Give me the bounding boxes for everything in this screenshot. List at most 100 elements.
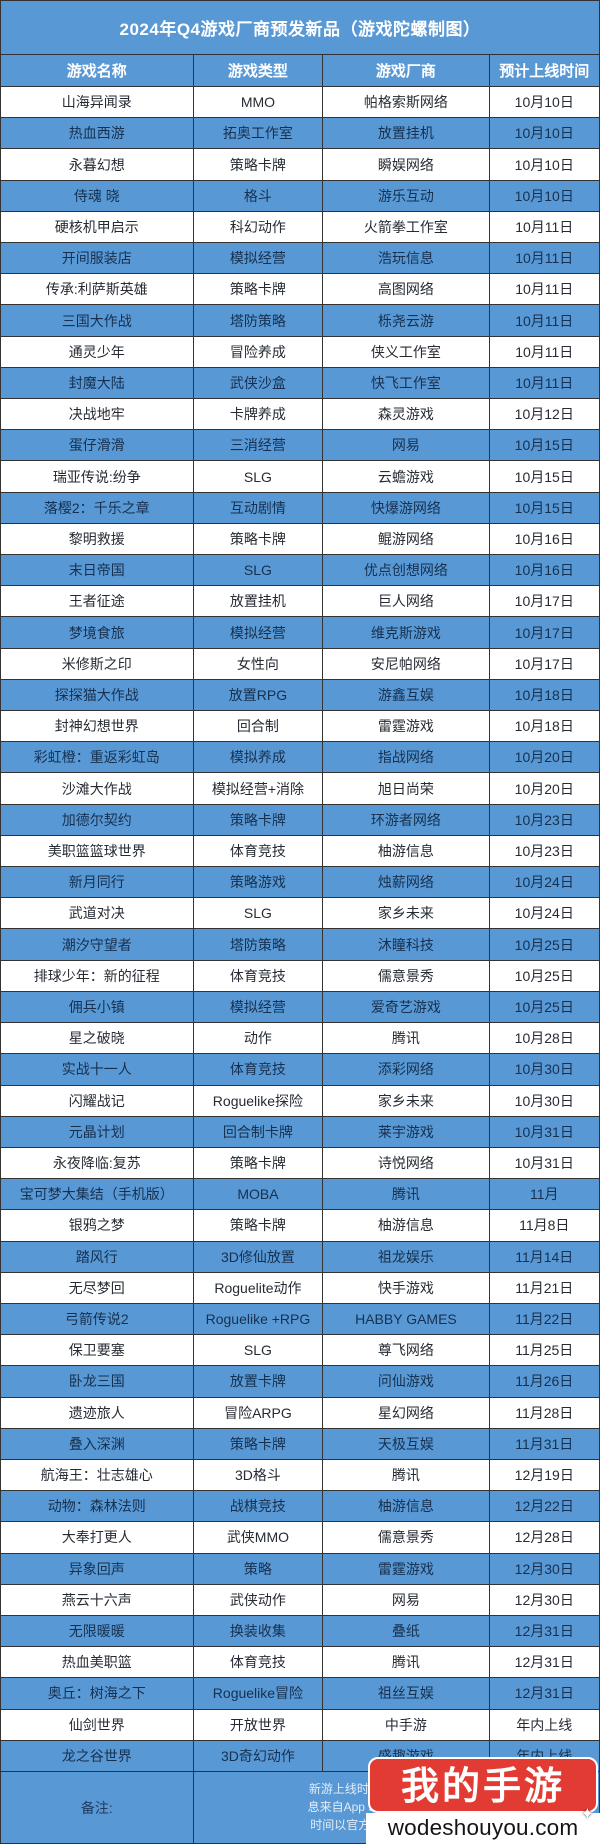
release-date-cell: 10月25日 bbox=[514, 998, 574, 1015]
game-type-cell: 战棋竞技 bbox=[194, 1491, 324, 1522]
game-type-cell: Roguelike冒险 bbox=[194, 1678, 324, 1709]
game-type-cell: 策略卡牌 bbox=[194, 804, 324, 835]
table-row: 永夜降临:复苏 策略卡牌 诗悦网络 10月31日 bbox=[1, 1147, 599, 1180]
release-date-cell: 10月15日 bbox=[514, 468, 574, 485]
game-type-cell: 女性向 bbox=[194, 648, 324, 679]
release-date-cell: 12月30日 bbox=[514, 1560, 574, 1577]
publisher-cell: 诗悦网络 bbox=[323, 1147, 490, 1179]
game-type-cell: 放置RPG bbox=[194, 679, 324, 711]
table-row: 星之破晓 动作 腾讯 10月28日 bbox=[1, 1023, 599, 1055]
table-row: 黎明救援 策略卡牌 鲲游网络 10月16日 bbox=[1, 523, 599, 556]
table-row: 永暮幻想 策略卡牌 瞬娱网络 10月10日 bbox=[1, 149, 599, 181]
publisher-cell: 快飞工作室 bbox=[323, 367, 490, 399]
game-type-cell: 模拟经营 bbox=[194, 617, 324, 648]
game-type-cell: 卡牌养成 bbox=[194, 399, 324, 430]
game-name-cell: 实战十一人 bbox=[1, 1054, 194, 1085]
publisher-cell: 柚游信息 bbox=[323, 1491, 490, 1522]
game-name-cell: 无限暖暖 bbox=[1, 1615, 194, 1647]
publisher-cell: 快手游戏 bbox=[323, 1272, 490, 1303]
game-name-cell: 王者征途 bbox=[1, 586, 194, 617]
site-watermark: 我的手游 ✦ wodeshouyou.com bbox=[366, 1757, 600, 1844]
publisher-cell: 指战网络 bbox=[323, 742, 490, 773]
game-name-cell: 永暮幻想 bbox=[1, 149, 194, 180]
game-name-cell: 燕云十六声 bbox=[1, 1584, 194, 1615]
game-name-cell: 米修斯之印 bbox=[1, 648, 194, 679]
header-release-date: 预计上线时间 bbox=[499, 63, 590, 80]
game-name-cell: 开间服装店 bbox=[1, 243, 194, 274]
game-name-cell: 永夜降临:复苏 bbox=[1, 1147, 194, 1179]
release-date-cell: 10月10日 bbox=[514, 187, 574, 204]
table-row: 实战十一人 体育竞技 添彩网络 10月30日 bbox=[1, 1054, 599, 1086]
table-row: 热血美职篮 体育竞技 腾讯 12月31日 bbox=[1, 1647, 599, 1679]
game-type-cell: SLG bbox=[194, 898, 324, 929]
game-name-cell: 无尽梦回 bbox=[1, 1272, 194, 1303]
release-date-cell: 10月20日 bbox=[514, 749, 574, 766]
table-row: 米修斯之印 女性向 安尼帕网络 10月17日 bbox=[1, 648, 599, 680]
release-date-cell: 10月25日 bbox=[514, 936, 574, 953]
game-type-cell: 模拟经营+消除 bbox=[194, 773, 324, 804]
table-row: 通灵少年 冒险养成 侠义工作室 10月11日 bbox=[1, 336, 599, 368]
publisher-cell: 火箭拳工作室 bbox=[323, 211, 490, 243]
publisher-cell: 腾讯 bbox=[323, 1023, 490, 1054]
publisher-cell: 祖丝互娱 bbox=[323, 1678, 490, 1709]
release-date-cell: 10月23日 bbox=[514, 811, 574, 828]
game-type-cell: Roguelike +RPG bbox=[194, 1303, 324, 1335]
game-type-cell: 策略 bbox=[194, 1553, 324, 1584]
table-row: 美职篮篮球世界 体育竞技 柚游信息 10月23日 bbox=[1, 835, 599, 868]
game-name-cell: 通灵少年 bbox=[1, 336, 194, 367]
release-date-cell: 10月11日 bbox=[515, 312, 574, 329]
game-type-cell: 策略卡牌 bbox=[194, 149, 324, 180]
publisher-cell: 腾讯 bbox=[323, 1647, 490, 1678]
publisher-cell: 问仙游戏 bbox=[323, 1366, 490, 1397]
publisher-cell: 爱奇艺游戏 bbox=[323, 991, 490, 1023]
game-type-cell: 格斗 bbox=[194, 180, 324, 211]
release-date-cell: 11月28日 bbox=[515, 1404, 574, 1421]
table-row: 侍魂 晓格斗 游乐互动 10月10日 bbox=[1, 180, 599, 212]
game-type-cell: 体育竞技 bbox=[194, 960, 324, 991]
game-type-cell: 3D奇幻动作 bbox=[194, 1740, 324, 1771]
release-date-cell: 10月17日 bbox=[514, 624, 574, 641]
table-row: 仙剑世界 开放世界 中手游 年内上线 bbox=[1, 1709, 599, 1741]
table-row: 新月同行 策略游戏 烛薪网络 10月24日 bbox=[1, 867, 599, 899]
game-name-cell: 元晶计划 bbox=[1, 1116, 194, 1147]
game-type-cell: 互动剧情 bbox=[194, 492, 324, 523]
watermark-domain: wodeshouyou.com bbox=[366, 1813, 600, 1844]
game-name-cell: 蛋仔滑滑 bbox=[1, 430, 194, 461]
release-date-cell: 10月15日 bbox=[514, 499, 574, 516]
game-name-cell: 潮汐守望者 bbox=[1, 929, 194, 960]
release-date-cell: 10月28日 bbox=[514, 1030, 574, 1047]
publisher-cell: 儒意景秀 bbox=[323, 1522, 490, 1553]
release-date-cell: 10月31日 bbox=[514, 1155, 574, 1171]
watermark-brand-badge: 我的手游 ✦ bbox=[368, 1757, 598, 1823]
table-row: 末日帝国 SLG 优点创想网络 10月16日 bbox=[1, 555, 599, 587]
game-type-cell: 冒险ARPG bbox=[194, 1397, 324, 1428]
game-name-cell: 龙之谷世界 bbox=[1, 1740, 194, 1771]
publisher-cell: 栎尧云游 bbox=[323, 305, 490, 336]
game-name-cell: 叠入深渊 bbox=[1, 1428, 194, 1459]
game-type-cell: 塔防策略 bbox=[194, 305, 324, 336]
table-row: 探探猫大作战 放置RPG 游鑫互娱 10月18日 bbox=[1, 679, 599, 712]
publisher-cell: 雷霆游戏 bbox=[323, 1553, 490, 1584]
table-row: 加德尔契约 策略卡牌 环游者网络 10月23日 bbox=[1, 804, 599, 836]
release-date-cell: 10月18日 bbox=[514, 686, 574, 703]
game-type-cell: MMO bbox=[194, 87, 324, 118]
table-row: 航海王：壮志雄心 3D格斗 腾讯 12月19日 bbox=[1, 1459, 599, 1492]
game-type-cell: 冒险养成 bbox=[194, 336, 324, 367]
game-name-cell: 遗迹旅人 bbox=[1, 1397, 194, 1428]
release-date-cell: 12月30日 bbox=[514, 1591, 574, 1608]
table-row: 瑞亚传说:纷争 SLG 云蟾游戏 10月15日 bbox=[1, 461, 599, 493]
release-date-cell: 10月24日 bbox=[514, 874, 574, 891]
game-name-cell: 决战地牢 bbox=[1, 399, 194, 430]
game-name-cell: 银鸦之梦 bbox=[1, 1210, 194, 1241]
game-name-cell: 彩虹橙：重返彩虹岛 bbox=[1, 742, 194, 773]
release-date-cell: 11月25日 bbox=[515, 1342, 574, 1359]
release-date-cell: 10月11日 bbox=[515, 281, 574, 298]
table-row: 叠入深渊 策略卡牌 天极互娱 11月31日 bbox=[1, 1428, 599, 1460]
game-name-cell: 末日帝国 bbox=[1, 555, 194, 586]
table-row: 银鸦之梦 策略卡牌 柚游信息 11月8日 bbox=[1, 1210, 599, 1242]
game-type-cell: SLG bbox=[194, 461, 324, 492]
table-row: 异象回声 策略 雷霆游戏 12月30日 bbox=[1, 1553, 599, 1585]
table-row: 彩虹橙：重返彩虹岛 模拟养成 指战网络 10月20日 bbox=[1, 742, 599, 774]
game-name-cell: 新月同行 bbox=[1, 867, 194, 898]
